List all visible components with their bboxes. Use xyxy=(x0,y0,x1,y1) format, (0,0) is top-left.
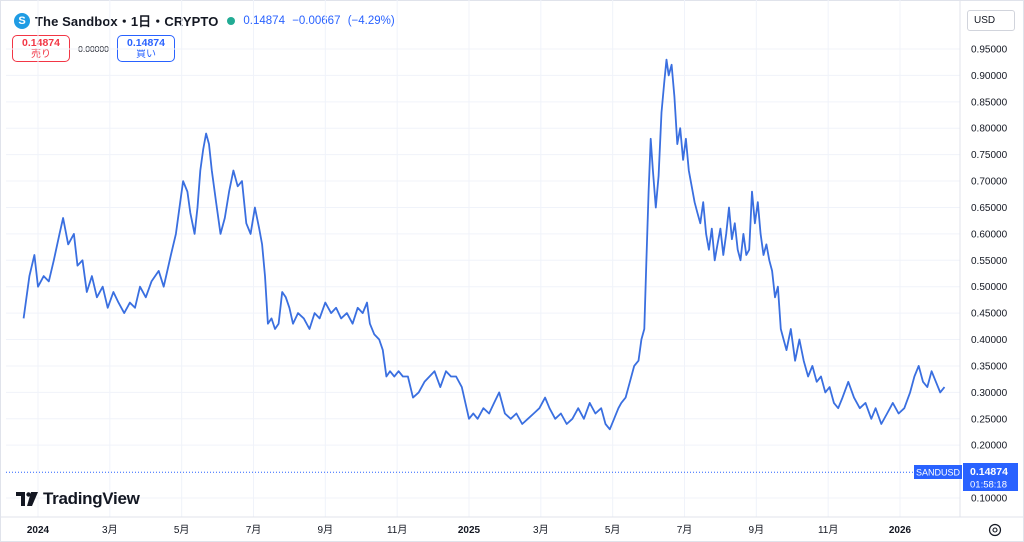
time-tick-label: 2026 xyxy=(889,525,912,536)
countdown-timer: 01:58:18 xyxy=(970,480,1007,491)
time-tick-label: 2024 xyxy=(27,525,50,536)
time-tick-label: 9月 xyxy=(318,524,334,536)
time-tick-label: 11月 xyxy=(818,524,838,536)
time-tick-label: 5月 xyxy=(605,524,621,536)
buy-price: 0.14874 xyxy=(127,37,165,49)
symbol-tag-text: SANDUSD xyxy=(916,468,961,478)
market-status-icon xyxy=(227,16,236,25)
time-tick-label: 3月 xyxy=(102,524,118,536)
time-tick-label: 3月 xyxy=(533,524,549,536)
price-change-pct: (−4.29%) xyxy=(347,14,395,27)
grid-lines xyxy=(6,0,960,517)
last-price-tag-value: 0.14874 xyxy=(970,466,1008,478)
last-price-tag xyxy=(963,463,1018,491)
price-tick-label: 0.90000 xyxy=(971,71,1008,82)
sell-label: 売り xyxy=(31,49,51,60)
gear-icon xyxy=(988,523,1002,537)
price-tick-label: 0.30000 xyxy=(971,388,1008,399)
time-tick-label: 5月 xyxy=(174,524,190,536)
price-tick-label: 0.75000 xyxy=(971,150,1008,161)
price-change: −0.00667 xyxy=(292,14,341,27)
price-axis: 0.95000 0.90000 0.85000 0.80000 0.75000 0.700… xyxy=(971,45,1008,505)
last-price-marker: SANDUSD 0.14874 01:58:18 xyxy=(914,463,1018,491)
price-line xyxy=(22,58,946,431)
symbol-header: S The Sandbox・1日・CRYPTO 0.14874 −0.00667… xyxy=(14,11,399,30)
gear-icon-center xyxy=(992,527,998,533)
tradingview-logo[interactable]: TradingView xyxy=(16,489,140,509)
tradingview-wordmark: TradingView xyxy=(43,489,140,508)
price-tick-label: 0.35000 xyxy=(971,361,1008,372)
price-tick-label: 0.10000 xyxy=(971,494,1008,505)
time-tick-label: 2025 xyxy=(458,525,481,536)
time-tick-label: 11月 xyxy=(387,524,407,536)
price-tick-label: 0.45000 xyxy=(971,309,1008,320)
sandbox-logo-icon[interactable]: S xyxy=(14,12,30,29)
price-tick-label: 0.85000 xyxy=(971,97,1008,108)
price-tick-label: 0.80000 xyxy=(971,124,1008,135)
price-tick-label: 0.25000 xyxy=(971,414,1008,425)
currency-button[interactable]: USD xyxy=(967,10,1015,31)
time-tick-label: 7月 xyxy=(246,524,262,536)
price-tick-label: 0.50000 xyxy=(971,282,1008,293)
sell-price: 0.14874 xyxy=(22,37,60,49)
price-tick-label: 0.20000 xyxy=(971,441,1008,452)
price-tick-label: 0.70000 xyxy=(971,177,1008,188)
symbol-title[interactable]: The Sandbox・1日・CRYPTO xyxy=(35,14,219,29)
price-tick-label: 0.95000 xyxy=(971,45,1008,56)
price-series xyxy=(22,58,946,431)
buy-label: 買い xyxy=(136,49,156,60)
time-tick-label: 9月 xyxy=(749,524,765,536)
price-tick-label: 0.65000 xyxy=(971,203,1008,214)
price-tick-label: 0.55000 xyxy=(971,256,1008,267)
price-tick-label: 0.40000 xyxy=(971,335,1008,346)
time-tick-label: 7月 xyxy=(677,524,693,536)
symbol-tag xyxy=(914,465,962,479)
time-axis: 2024 3月 5月 7月 9月 11月 2025 3月 5月 7月 9月 11月 2026 xyxy=(27,524,912,536)
tradingview-logo-icon xyxy=(16,492,38,506)
settings-button[interactable] xyxy=(988,523,1002,537)
price-tick-label: 0.60000 xyxy=(971,229,1008,240)
